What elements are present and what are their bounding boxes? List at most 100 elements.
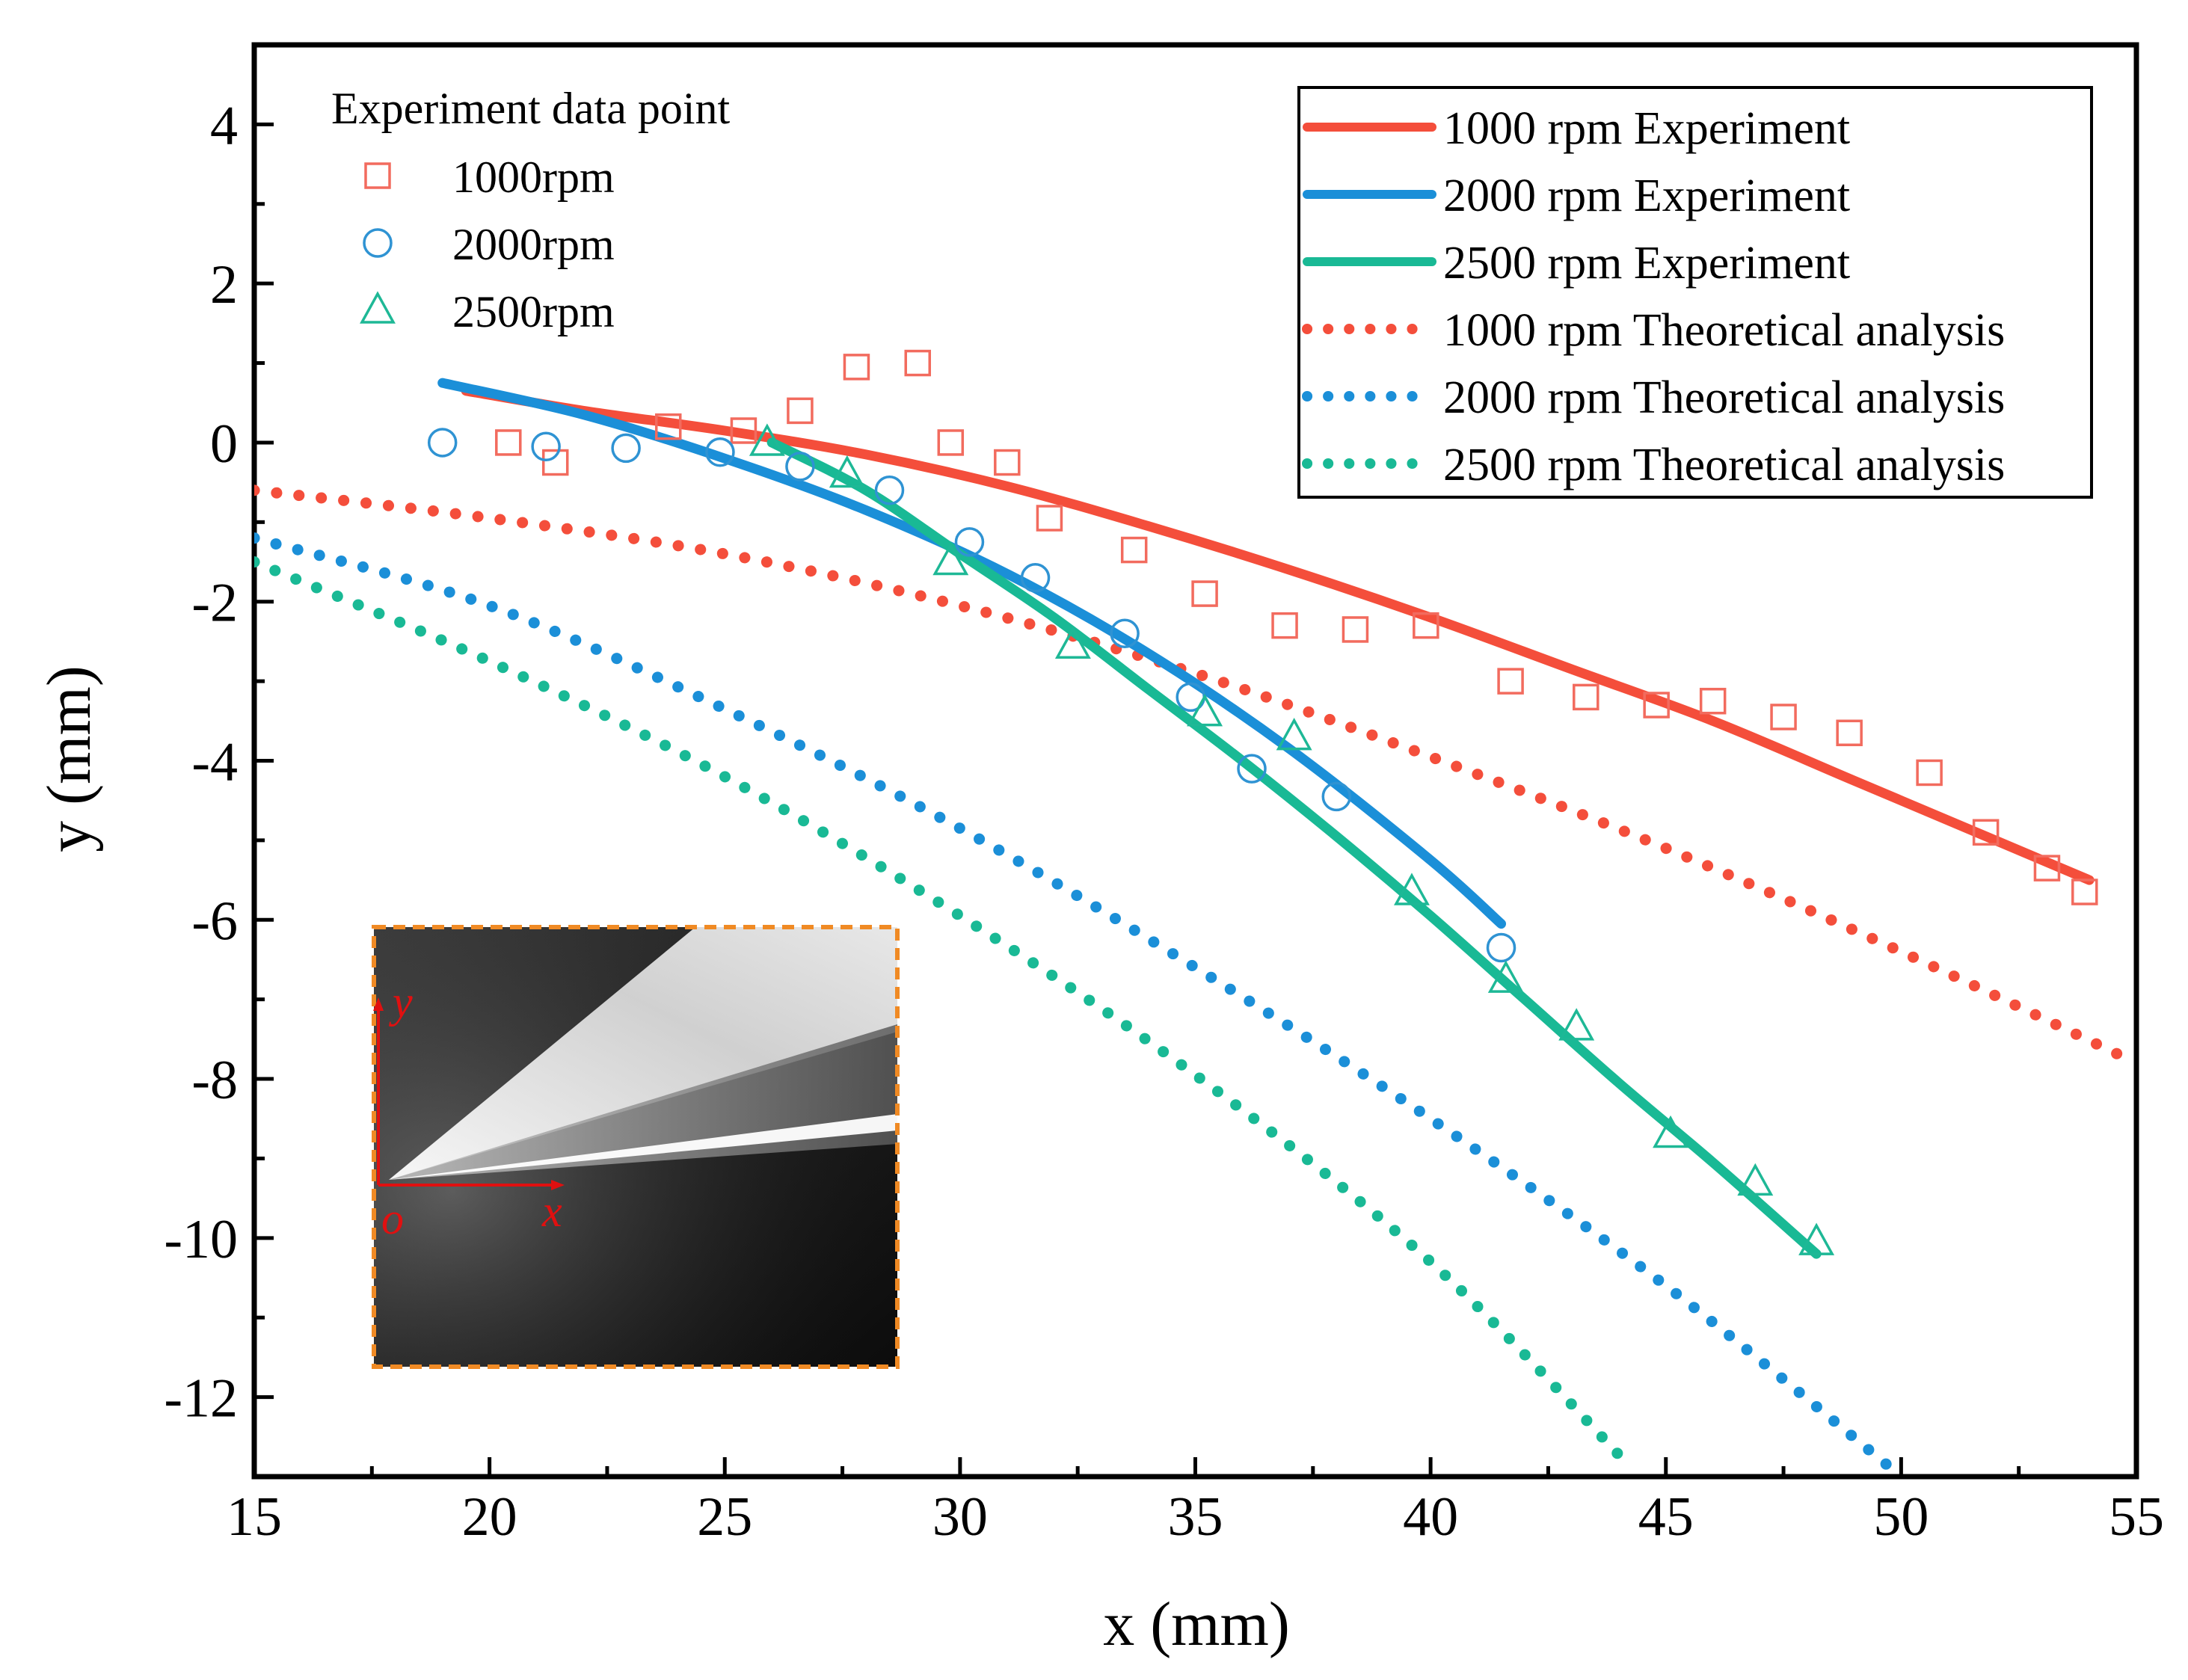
y-axis-title: y (mm)	[34, 665, 104, 852]
inset-frame	[372, 925, 900, 1369]
line-legend-label[interactable]: 1000 rpm Theoretical analysis	[1443, 305, 2005, 356]
line-legend-label[interactable]: 2000 rpm Experiment	[1443, 170, 1850, 221]
series-line-3	[766, 437, 1822, 1259]
y-tick-label: 4	[210, 95, 238, 156]
x-tick-label: 25	[697, 1486, 752, 1548]
scatter-legend-title: Experiment data point	[331, 84, 731, 133]
line-legend-label[interactable]: 2000 rpm Theoretical analysis	[1443, 372, 2005, 423]
data-point-triangle	[749, 423, 785, 456]
data-point-triangle	[1054, 626, 1091, 659]
data-point-square	[654, 413, 682, 440]
data-point-triangle	[1558, 1008, 1595, 1041]
series-line-5	[254, 532, 1898, 1474]
y-tick-label: -8	[191, 1050, 238, 1111]
scatter-legend: Experiment data point 1000rpm 2000rpm 2500…	[331, 84, 731, 336]
data-point-square	[1699, 687, 1727, 715]
scatter-legend-label: 1000rpm	[452, 153, 615, 202]
data-point-square	[1497, 668, 1524, 695]
x-tick-label: 40	[1403, 1486, 1458, 1548]
axis-ticks	[252, 43, 2139, 1479]
data-point-square	[1342, 616, 1369, 643]
data-point-square	[1770, 704, 1797, 730]
data-point-circle	[611, 433, 641, 464]
data-point-square	[1413, 612, 1439, 639]
data-point-square	[1573, 683, 1599, 711]
data-point-triangle	[1187, 694, 1223, 727]
series-line-4	[254, 484, 2136, 1069]
y-tick-label: 2	[210, 254, 238, 316]
data-point-circle	[1020, 563, 1051, 593]
data-point-triangle	[1487, 960, 1524, 993]
x-tick-label: 50	[1873, 1486, 1929, 1548]
data-point-triangle	[1393, 873, 1430, 905]
legend-marker-circle	[363, 228, 393, 258]
series-line-2	[437, 378, 1507, 929]
line-legend-box	[1297, 86, 2093, 499]
inset-x-arrowhead	[551, 1180, 565, 1190]
data-point-square	[1836, 719, 1863, 747]
data-point-square	[1916, 759, 1943, 787]
series-lines	[254, 378, 2136, 1474]
data-point-square	[2033, 855, 2061, 881]
data-point-square	[1191, 580, 1218, 607]
data-point-square	[904, 349, 931, 377]
scatter-legend-label: 2500rpm	[452, 287, 615, 336]
x-tick-label: 45	[1638, 1486, 1694, 1548]
x-axis-title: x (mm)	[1103, 1590, 1290, 1659]
series-line-6	[254, 556, 1634, 1471]
y-tick-label: -4	[191, 732, 238, 793]
data-point-triangle	[829, 455, 865, 488]
inset-spray-core	[389, 1114, 897, 1180]
line-legend[interactable]: 1000 rpm Experiment 2000 rpm Experiment 25…	[1297, 86, 2093, 499]
legend-marker-square	[364, 162, 391, 189]
line-legend-label[interactable]: 2500 rpm Experiment	[1443, 238, 1850, 289]
x-tick-label: 30	[932, 1486, 988, 1548]
x-tick-label: 15	[227, 1486, 282, 1548]
data-point-triangle	[1276, 717, 1312, 751]
x-tick-label: 55	[2109, 1486, 2164, 1548]
inset-x-label: x	[541, 1187, 562, 1236]
data-point-square	[787, 397, 814, 425]
data-point-square	[1972, 819, 2000, 846]
inset-y-label: y	[388, 977, 413, 1027]
data-point-square	[1271, 612, 1298, 639]
inset-y-arrowhead	[373, 997, 384, 1011]
data-point-circle	[1486, 932, 1516, 963]
data-point-circle	[954, 527, 985, 557]
data-point-square	[937, 429, 965, 456]
legend-marker-triangle	[360, 291, 396, 324]
data-point-circle	[705, 437, 735, 467]
scatter-legend-label: 2000rpm	[452, 220, 615, 269]
data-point-square	[730, 417, 757, 444]
data-point-triangle	[1737, 1163, 1774, 1196]
data-point-square	[1036, 505, 1063, 532]
y-tick-label: -2	[191, 573, 238, 634]
data-point-square	[843, 354, 870, 381]
x-tick-label: 35	[1168, 1486, 1223, 1548]
data-point-circle	[1237, 754, 1267, 784]
data-point-square	[541, 449, 569, 476]
data-point-circle	[874, 476, 905, 505]
data-point-square	[495, 429, 522, 456]
inset-origin-label: o	[381, 1194, 404, 1243]
data-point-circle	[785, 452, 815, 481]
data-point-circle	[531, 431, 561, 462]
data-point-square	[2071, 879, 2098, 905]
y-tick-label: 0	[210, 413, 238, 475]
y-tick-label: -6	[191, 890, 238, 952]
x-tick-label: 20	[462, 1486, 517, 1548]
inset-photo: y o x	[372, 925, 900, 1369]
data-point-circle	[1321, 781, 1352, 812]
line-legend-label[interactable]: 2500 rpm Theoretical analysis	[1443, 440, 2005, 490]
data-point-triangle	[932, 542, 969, 576]
scatter-markers	[427, 349, 2098, 1255]
data-point-circle	[427, 428, 458, 458]
y-tick-label: -12	[164, 1368, 238, 1430]
data-point-circle	[1110, 618, 1140, 649]
data-point-square	[994, 449, 1021, 476]
data-point-triangle	[1798, 1222, 1835, 1255]
data-point-square	[1120, 536, 1148, 564]
line-legend-label[interactable]: 1000 rpm Experiment	[1443, 103, 1850, 154]
